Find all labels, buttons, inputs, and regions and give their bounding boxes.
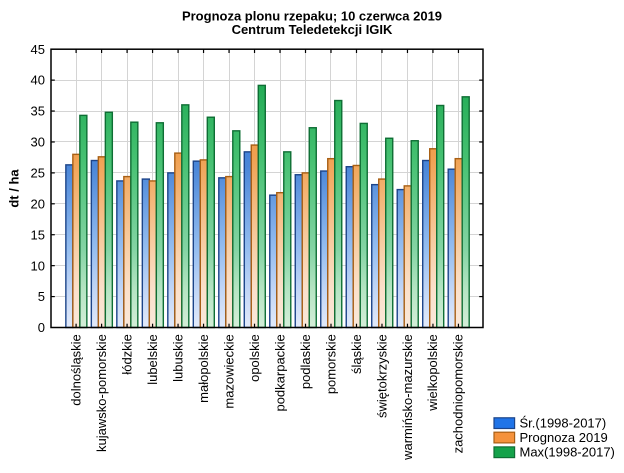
svg-text:5: 5 xyxy=(38,289,45,304)
svg-text:podkarpackie: podkarpackie xyxy=(272,334,287,411)
svg-text:15: 15 xyxy=(31,227,45,242)
svg-text:kujawsko-pomorskie: kujawsko-pomorskie xyxy=(94,334,109,452)
svg-text:mazowieckie: mazowieckie xyxy=(221,334,236,408)
svg-text:Centrum Teledetekcji IGIK: Centrum Teledetekcji IGIK xyxy=(232,22,393,37)
svg-text:zachodniopomorskie: zachodniopomorskie xyxy=(451,334,466,453)
svg-text:30: 30 xyxy=(31,135,45,150)
svg-text:łódzkie: łódzkie xyxy=(119,334,134,374)
svg-text:Śr.(1998-2017): Śr.(1998-2017) xyxy=(520,415,607,430)
svg-text:40: 40 xyxy=(31,73,45,88)
svg-text:lubuskie: lubuskie xyxy=(170,334,185,382)
svg-text:lubelskie: lubelskie xyxy=(145,334,160,385)
svg-text:dt / ha: dt / ha xyxy=(7,169,22,208)
svg-text:świętokrzyskie: świętokrzyskie xyxy=(374,334,389,418)
svg-text:warmińsko-mazurskie: warmińsko-mazurskie xyxy=(400,334,415,461)
svg-text:0: 0 xyxy=(38,320,45,335)
svg-text:45: 45 xyxy=(31,42,45,57)
svg-text:wielkopolskie: wielkopolskie xyxy=(425,334,440,412)
svg-text:20: 20 xyxy=(31,196,45,211)
svg-text:śląskie: śląskie xyxy=(349,334,364,374)
svg-text:podlaskie: podlaskie xyxy=(298,334,313,389)
svg-text:dolnośląskie: dolnośląskie xyxy=(68,334,83,406)
svg-text:25: 25 xyxy=(31,165,45,180)
svg-text:Prognoza plonu rzepaku; 10 cze: Prognoza plonu rzepaku; 10 czerwca 2019 xyxy=(182,9,442,24)
svg-text:Max(1998-2017): Max(1998-2017) xyxy=(520,445,615,460)
svg-text:pomorskie: pomorskie xyxy=(323,334,338,394)
svg-text:Prognoza 2019: Prognoza 2019 xyxy=(520,430,608,445)
svg-text:10: 10 xyxy=(31,258,45,273)
svg-text:35: 35 xyxy=(31,104,45,119)
svg-text:opolskie: opolskie xyxy=(247,334,262,382)
svg-text:małopolskie: małopolskie xyxy=(196,334,211,403)
